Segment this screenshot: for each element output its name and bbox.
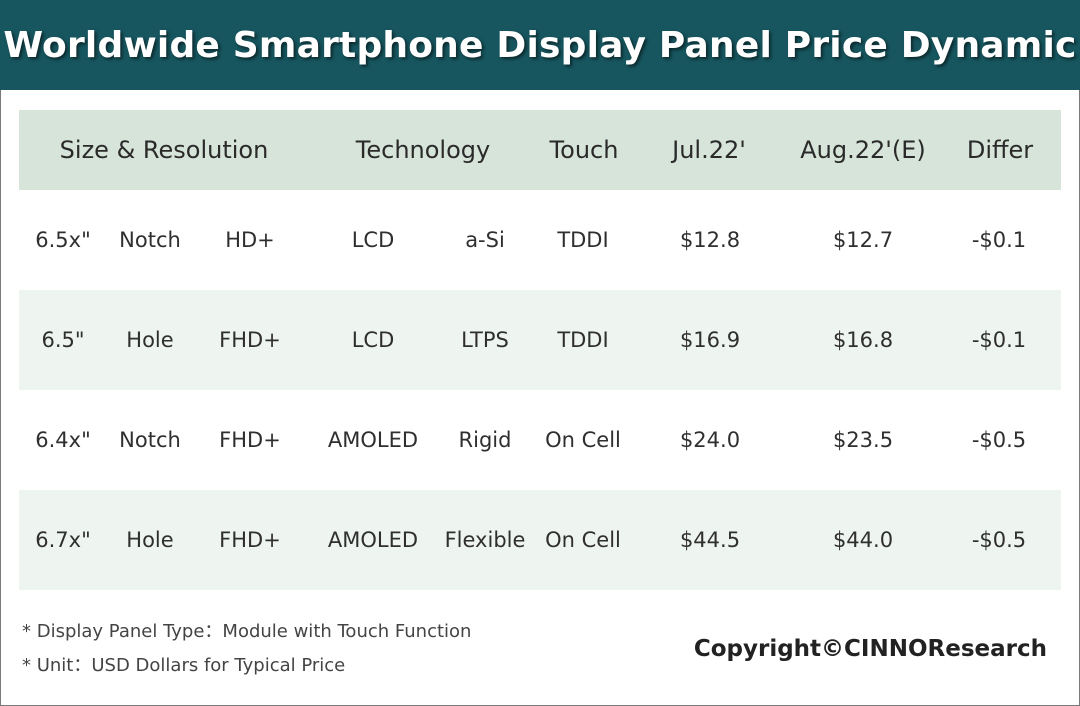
- cell-resolution: FHD+: [219, 428, 281, 452]
- cell-differ: -$0.5: [971, 428, 1027, 452]
- column-header-touch: Touch: [549, 136, 619, 164]
- cell-aug-price: $12.7: [832, 228, 894, 252]
- column-header-jul: Jul.22': [672, 136, 746, 164]
- title-bar: Worldwide Smartphone Display Panel Price…: [0, 0, 1080, 90]
- cell-jul-price: $24.0: [679, 428, 741, 452]
- price-table: Size & Resolution Technology Touch Jul.2…: [19, 110, 1061, 590]
- cell-size: 6.7x": [35, 528, 91, 552]
- cell-aug-price: $16.8: [832, 328, 894, 352]
- cell-touch: TDDI: [557, 228, 609, 252]
- column-header-technology: Technology: [355, 136, 491, 164]
- cell-backplane: LTPS: [461, 328, 509, 352]
- cell-resolution: HD+: [225, 228, 275, 252]
- cell-cut: Hole: [126, 528, 174, 552]
- cell-cut: Notch: [119, 428, 181, 452]
- column-header-size-resolution: Size & Resolution: [59, 136, 269, 164]
- table-row: 6.7x" Hole FHD+ AMOLED Flexible On Cell $44.5 $…: [19, 490, 1061, 590]
- table-row: 6.4x" Notch FHD+ AMOLED Rigid On Cell $24.0 $23…: [19, 390, 1061, 490]
- table-row: 6.5x" Notch HD+ LCD a-Si TDDI $12.8 $12.7 -$0.1: [19, 190, 1061, 290]
- cell-touch: On Cell: [545, 428, 621, 452]
- table-header: Size & Resolution Technology Touch Jul.2…: [19, 110, 1061, 190]
- copyright-label: Copyright©CINNOResearch: [693, 636, 1047, 662]
- cell-jul-price: $44.5: [679, 528, 741, 552]
- cell-backplane: Flexible: [444, 528, 526, 552]
- cell-jul-price: $12.8: [679, 228, 741, 252]
- cell-touch: On Cell: [545, 528, 621, 552]
- page-title: Worldwide Smartphone Display Panel Price…: [3, 24, 1077, 66]
- cell-panel: LCD: [351, 228, 395, 252]
- cell-panel: LCD: [351, 328, 395, 352]
- cell-aug-price: $44.0: [832, 528, 894, 552]
- cell-panel: AMOLED: [327, 428, 419, 452]
- cell-size: 6.5x": [35, 228, 91, 252]
- cell-touch: TDDI: [557, 328, 609, 352]
- column-header-aug: Aug.22'(E): [800, 136, 926, 164]
- footnote-panel-type: * Display Panel Type：Module with Touch F…: [22, 621, 472, 642]
- cell-differ: -$0.1: [971, 328, 1027, 352]
- cell-resolution: FHD+: [219, 528, 281, 552]
- cell-cut: Notch: [119, 228, 181, 252]
- column-header-differ: Differ: [966, 136, 1034, 164]
- cell-resolution: FHD+: [219, 328, 281, 352]
- table-row: 6.5" Hole FHD+ LCD LTPS TDDI $16.9 $16.8 -$0.1: [19, 290, 1061, 390]
- cell-aug-price: $23.5: [832, 428, 894, 452]
- cell-backplane: Rigid: [458, 428, 512, 452]
- cell-cut: Hole: [126, 328, 174, 352]
- cell-backplane: a-Si: [465, 228, 505, 252]
- cell-differ: -$0.5: [971, 528, 1027, 552]
- cell-panel: AMOLED: [327, 528, 419, 552]
- cell-jul-price: $16.9: [679, 328, 741, 352]
- cell-size: 6.4x": [35, 428, 91, 452]
- footnote-unit: * Unit：USD Dollars for Typical Price: [22, 655, 346, 676]
- cell-size: 6.5": [41, 328, 85, 352]
- cell-differ: -$0.1: [971, 228, 1027, 252]
